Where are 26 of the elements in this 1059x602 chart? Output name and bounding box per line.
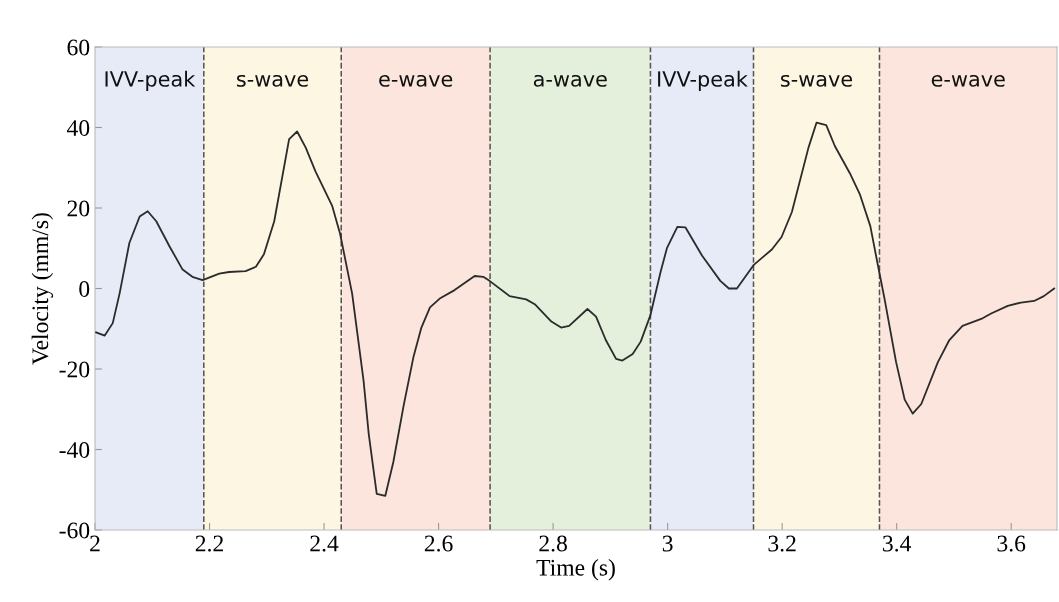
y-axis-title: Velocity (mm/s) xyxy=(31,213,54,365)
x-tick-label: 2.2 xyxy=(195,535,223,552)
x-tick-label: 2.8 xyxy=(539,535,567,552)
y-tick-label: -60 xyxy=(59,522,90,539)
band-label: s-wave xyxy=(780,74,853,87)
y-tick-label: 60 xyxy=(67,39,90,56)
x-tick-label: 3.4 xyxy=(883,535,912,552)
y-tick-label: -20 xyxy=(59,361,90,378)
line-series xyxy=(95,121,1056,497)
band-label: a-wave xyxy=(533,74,607,87)
y-tick-label: 20 xyxy=(67,200,90,217)
y-tick-label: 40 xyxy=(66,119,90,136)
x-tick-label: 3.2 xyxy=(768,535,796,552)
x-tick-label: 3.6 xyxy=(997,535,1026,552)
band-label: e-wave xyxy=(379,74,453,87)
band-label: e-wave xyxy=(931,74,1005,87)
y-tick-label: 0 xyxy=(79,280,90,297)
band-label: IVV-peak xyxy=(105,70,196,91)
x-tick-label: 3 xyxy=(662,535,673,552)
x-tick-label: 2 xyxy=(90,535,100,552)
y-tick-label: -40 xyxy=(59,441,90,458)
band-label: s-wave xyxy=(236,74,309,87)
x-tick-label: 2.4 xyxy=(310,535,339,552)
band-label: IVV-peak xyxy=(658,70,748,91)
x-axis-title: Time (s) xyxy=(536,559,615,581)
x-tick-label: 2.6 xyxy=(424,535,453,552)
